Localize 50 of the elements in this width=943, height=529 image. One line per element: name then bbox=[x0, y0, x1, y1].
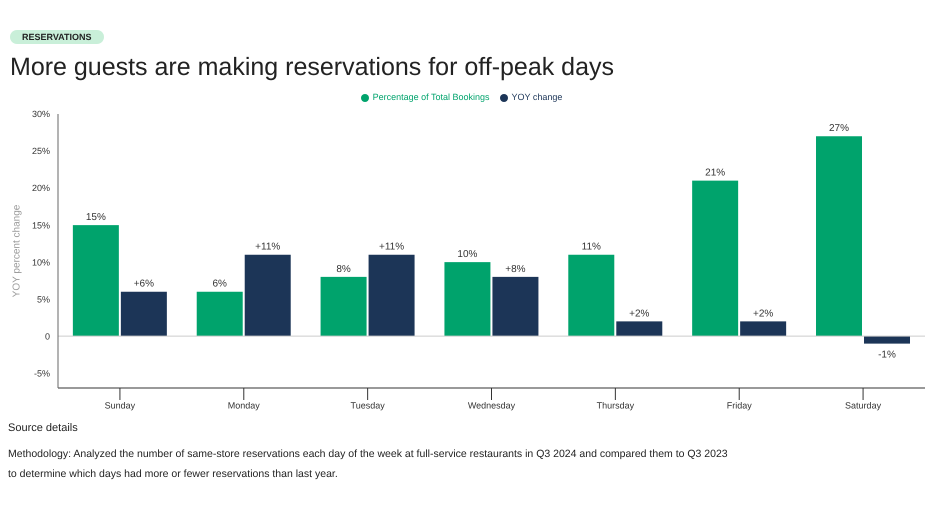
bar bbox=[444, 262, 490, 336]
bar bbox=[368, 254, 415, 336]
x-tick-label: Friday bbox=[726, 400, 752, 410]
legend-label: Percentage of Total Bookings bbox=[372, 92, 490, 102]
bar bbox=[196, 292, 243, 336]
x-tick-label: Sunday bbox=[104, 400, 136, 410]
data-label: +2% bbox=[629, 308, 650, 320]
data-label: +6% bbox=[134, 278, 154, 290]
data-label: 10% bbox=[457, 249, 478, 260]
data-label: -1% bbox=[878, 350, 896, 361]
x-tick-label: Monday bbox=[228, 400, 260, 410]
data-label: +8% bbox=[505, 264, 526, 275]
bar bbox=[320, 276, 367, 336]
data-label: 11% bbox=[582, 242, 602, 253]
bar bbox=[568, 254, 614, 336]
data-label: +11% bbox=[255, 242, 280, 253]
bar bbox=[244, 254, 291, 336]
y-tick-label: 10% bbox=[32, 257, 50, 268]
data-label: 8% bbox=[336, 264, 351, 275]
bar bbox=[616, 321, 662, 336]
chart-title: More guests are making reservations for off-peak days bbox=[10, 53, 615, 82]
y-tick-label: 20% bbox=[32, 183, 50, 194]
data-label: 21% bbox=[705, 168, 726, 179]
x-tick-label: Thursday bbox=[596, 400, 635, 410]
data-label: 6% bbox=[212, 278, 228, 290]
y-tick-label: 30% bbox=[32, 109, 50, 120]
y-tick-label: 25% bbox=[32, 146, 50, 156]
y-tick-label: -5% bbox=[34, 368, 50, 378]
y-tick-label: 0 bbox=[44, 331, 50, 342]
x-tick-label: Tuesday bbox=[350, 400, 386, 410]
y-axis-title: YOY percent change bbox=[12, 204, 23, 298]
data-label: +11% bbox=[379, 242, 404, 253]
text: Methodology: Analyzed the number of same-store reservations each day of the week at full-service restaurants in Q3 2024 and compared them to Q3 2023 to determine which days had more or fewer reservations than last year. bbox=[8, 447, 728, 482]
bar bbox=[816, 136, 862, 336]
bar bbox=[692, 180, 738, 336]
bar bbox=[72, 225, 119, 336]
bar bbox=[120, 292, 167, 336]
y-tick-label: 5% bbox=[36, 294, 50, 304]
source-note: Source details bbox=[8, 421, 79, 436]
x-tick-label: Wednesday bbox=[468, 400, 516, 410]
data-label: +2% bbox=[753, 308, 774, 320]
text: RESERVATIONS bbox=[10, 30, 104, 44]
bar bbox=[864, 336, 910, 344]
legend-label: YOY change bbox=[512, 92, 562, 102]
data-label: 15% bbox=[86, 212, 106, 224]
y-tick-label: 15% bbox=[32, 220, 50, 230]
x-tick-label: Saturday bbox=[845, 400, 882, 410]
data-label: 27% bbox=[829, 123, 850, 134]
bar bbox=[492, 276, 538, 336]
bar bbox=[740, 321, 786, 336]
